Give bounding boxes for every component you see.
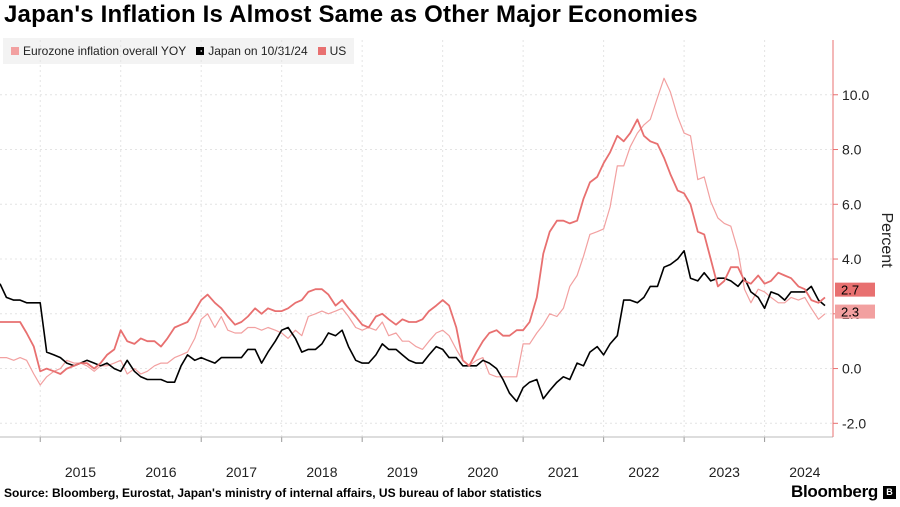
- legend-item-us: US: [317, 44, 347, 58]
- y-tick-label: 10.0: [842, 87, 869, 103]
- last-value-badge: [835, 304, 875, 319]
- x-tick-label: 2024: [789, 464, 820, 480]
- legend-label-eurozone: Eurozone inflation overall YOY: [23, 44, 187, 58]
- legend-item-eurozone: Eurozone inflation overall YOY: [11, 44, 186, 58]
- legend-label-japan: Japan on 10/31/24: [208, 44, 308, 58]
- series-line-eurozone: [0, 77, 826, 386]
- x-tick-label: 2015: [65, 464, 96, 480]
- x-tick-label: 2023: [709, 464, 740, 480]
- legend-item-japan: Japan on 10/31/24: [196, 44, 308, 58]
- x-tick-label: 2022: [628, 464, 659, 480]
- last-value-label: 2.3: [841, 305, 859, 320]
- y-tick-label: 0.0: [842, 361, 862, 377]
- series-line-us: [0, 118, 826, 375]
- y-tick-label: 6.0: [842, 196, 862, 212]
- bloomberg-logo: Bloomberg: [790, 482, 878, 501]
- source-note: Source: Bloomberg, Eurostat, Japan's min…: [4, 486, 542, 500]
- y-axis-label: Percent: [878, 212, 895, 268]
- legend-swatch-japan: [196, 47, 205, 55]
- series-line-japan: [0, 250, 826, 403]
- last-value-badge: [835, 282, 875, 297]
- legend-label-us: US: [329, 44, 347, 58]
- y-tick-label: 4.0: [842, 251, 862, 267]
- y-tick-label: 8.0: [842, 142, 862, 158]
- x-tick-label: 2018: [306, 464, 337, 480]
- x-tick-label: 2016: [145, 464, 176, 480]
- x-tick-label: 2020: [467, 464, 498, 480]
- legend-swatch-us: [317, 47, 326, 55]
- x-tick-label: 2021: [548, 464, 579, 480]
- chart-title: Japan's Inflation Is Almost Same as Othe…: [4, 1, 698, 28]
- legend-swatch-eurozone: [11, 47, 19, 55]
- y-tick-label: -2.0: [842, 415, 866, 431]
- x-tick-label: 2019: [387, 464, 418, 480]
- last-value-label: 2.7: [841, 283, 859, 298]
- bloomberg-mark-icon: B: [883, 486, 896, 499]
- legend: Eurozone inflation overall YOY Japan on …: [3, 38, 355, 64]
- x-tick-label: 2017: [226, 464, 257, 480]
